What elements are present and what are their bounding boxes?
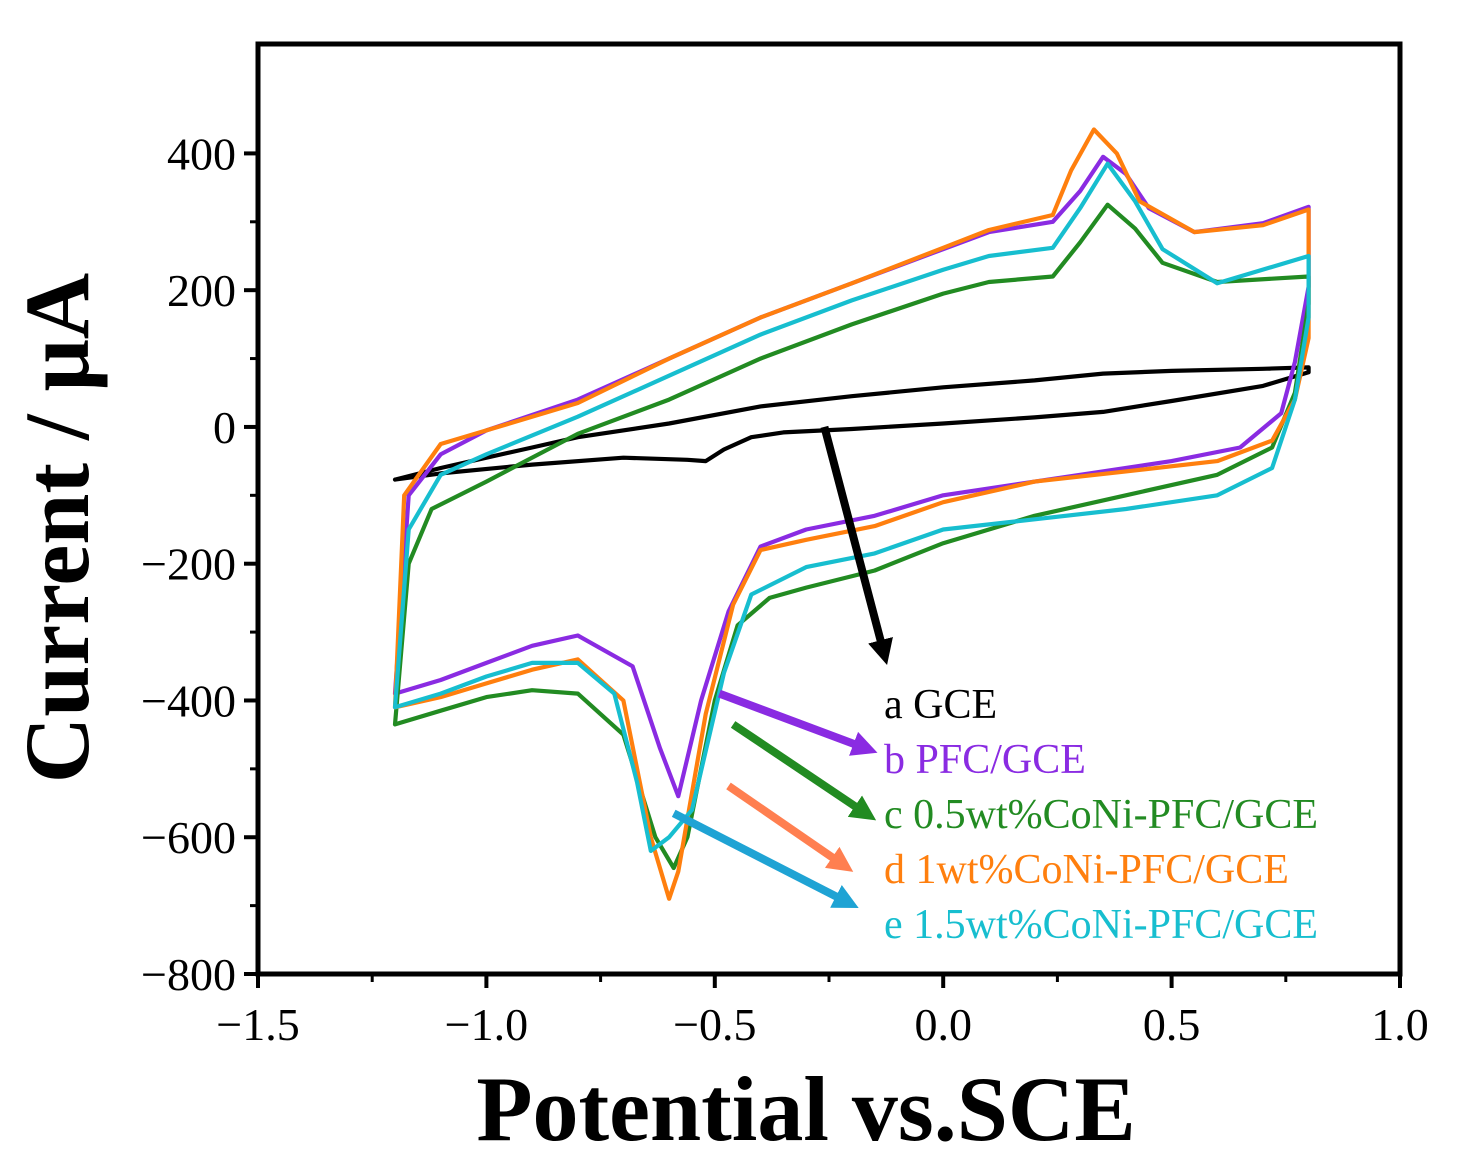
axis-ticks: −1.5 −1.0 −0.5 0.0 0.5 1.0 400 200 0 −200 −400 −600…	[141, 128, 1429, 1050]
series-layer	[392, 127, 1311, 901]
x-tick-label-5: 1.0	[1371, 999, 1429, 1050]
y-tick-label-5: −600	[141, 812, 236, 863]
x-tick-label-3: 0.0	[914, 999, 972, 1050]
series-line-d	[392, 127, 1311, 901]
y-tick-label-1: 200	[167, 265, 236, 316]
x-tick-label-1: −1.0	[445, 999, 528, 1050]
y-axis-title: Current / μA	[6, 273, 108, 783]
x-tick-label-0: −1.5	[216, 999, 299, 1050]
y-tick-label-6: −800	[141, 949, 236, 1000]
y-tick-label-3: −200	[141, 539, 236, 590]
legend-item-c: c 0.5wt%CoNi-PFC/GCE	[884, 792, 1318, 838]
arrow-b	[717, 689, 878, 756]
legend-item-d: d 1wt%CoNi-PFC/GCE	[884, 847, 1289, 893]
y-tick-label-2: 0	[213, 402, 236, 453]
x-axis-title: Potential vs.SCE	[476, 1058, 1135, 1160]
series-line-a	[392, 365, 1311, 482]
arrow-e	[671, 809, 859, 909]
arrow-d	[726, 782, 854, 872]
legend-item-b: b PFC/GCE	[884, 737, 1086, 783]
legend-item-a: a GCE	[884, 682, 997, 728]
y-tick-label-4: −400	[141, 675, 236, 726]
x-tick-label-2: −0.5	[673, 999, 756, 1050]
annotation-arrows	[671, 425, 893, 909]
arrow-a	[820, 425, 893, 665]
x-tick-label-4: 0.5	[1143, 999, 1201, 1050]
y-tick-label-0: 400	[167, 128, 236, 179]
legend-item-e: e 1.5wt%CoNi-PFC/GCE	[884, 902, 1318, 948]
arrow-c	[730, 721, 877, 821]
legend: a GCE b PFC/GCE c 0.5wt%CoNi-PFC/GCE d 1wt%…	[884, 682, 1318, 948]
series-line-e	[392, 161, 1311, 853]
